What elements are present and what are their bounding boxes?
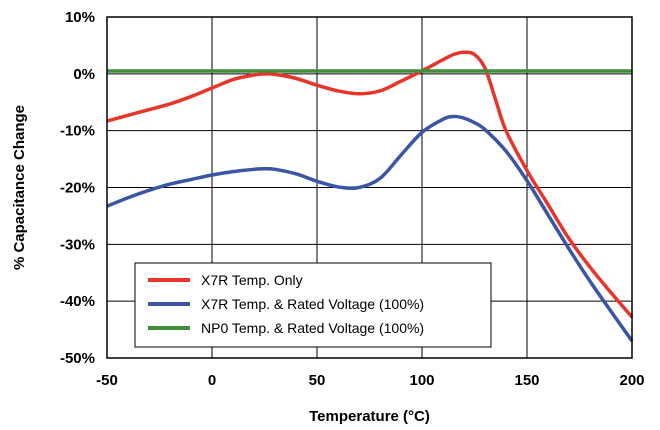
series-line-x7r-temp-only [106, 50, 634, 319]
y-tick-label: -50% [60, 350, 95, 367]
y-tick-label: -30% [60, 236, 95, 253]
legend-label: NP0 Temp. & Rated Voltage (100%) [201, 320, 424, 336]
y-tick-labels: 10% 0% -10% -20% -30% -40% -50% [60, 9, 95, 367]
x-tick-label: 0 [208, 372, 216, 389]
legend: X7R Temp. Only X7R Temp. & Rated Voltage … [134, 262, 492, 348]
series-lines [106, 50, 634, 342]
y-tick-label: -40% [60, 293, 95, 310]
y-axis-title: % Capacitance Change [11, 105, 28, 270]
x-tick-labels: -50 0 50 100 150 200 [96, 372, 644, 389]
x-tick-label: 50 [309, 372, 326, 389]
y-tick-label: -10% [60, 123, 95, 140]
x-tick-label: 100 [409, 372, 434, 389]
x-axis-title: Temperature (°C) [309, 408, 430, 425]
y-tick-label: 0% [73, 66, 95, 83]
x-tick-label: 200 [619, 372, 644, 389]
legend-label: X7R Temp. & Rated Voltage (100%) [201, 296, 424, 312]
legend-label: X7R Temp. Only [201, 272, 303, 288]
legend-box [134, 262, 492, 348]
y-tick-label: 10% [65, 9, 95, 26]
plot-area-border [106, 16, 633, 359]
series-line-x7r-temp-rated-voltage-100 [106, 114, 634, 342]
x-tick-label: 150 [514, 372, 539, 389]
x-tick-label: -50 [96, 372, 118, 389]
y-tick-label: -20% [60, 180, 95, 197]
